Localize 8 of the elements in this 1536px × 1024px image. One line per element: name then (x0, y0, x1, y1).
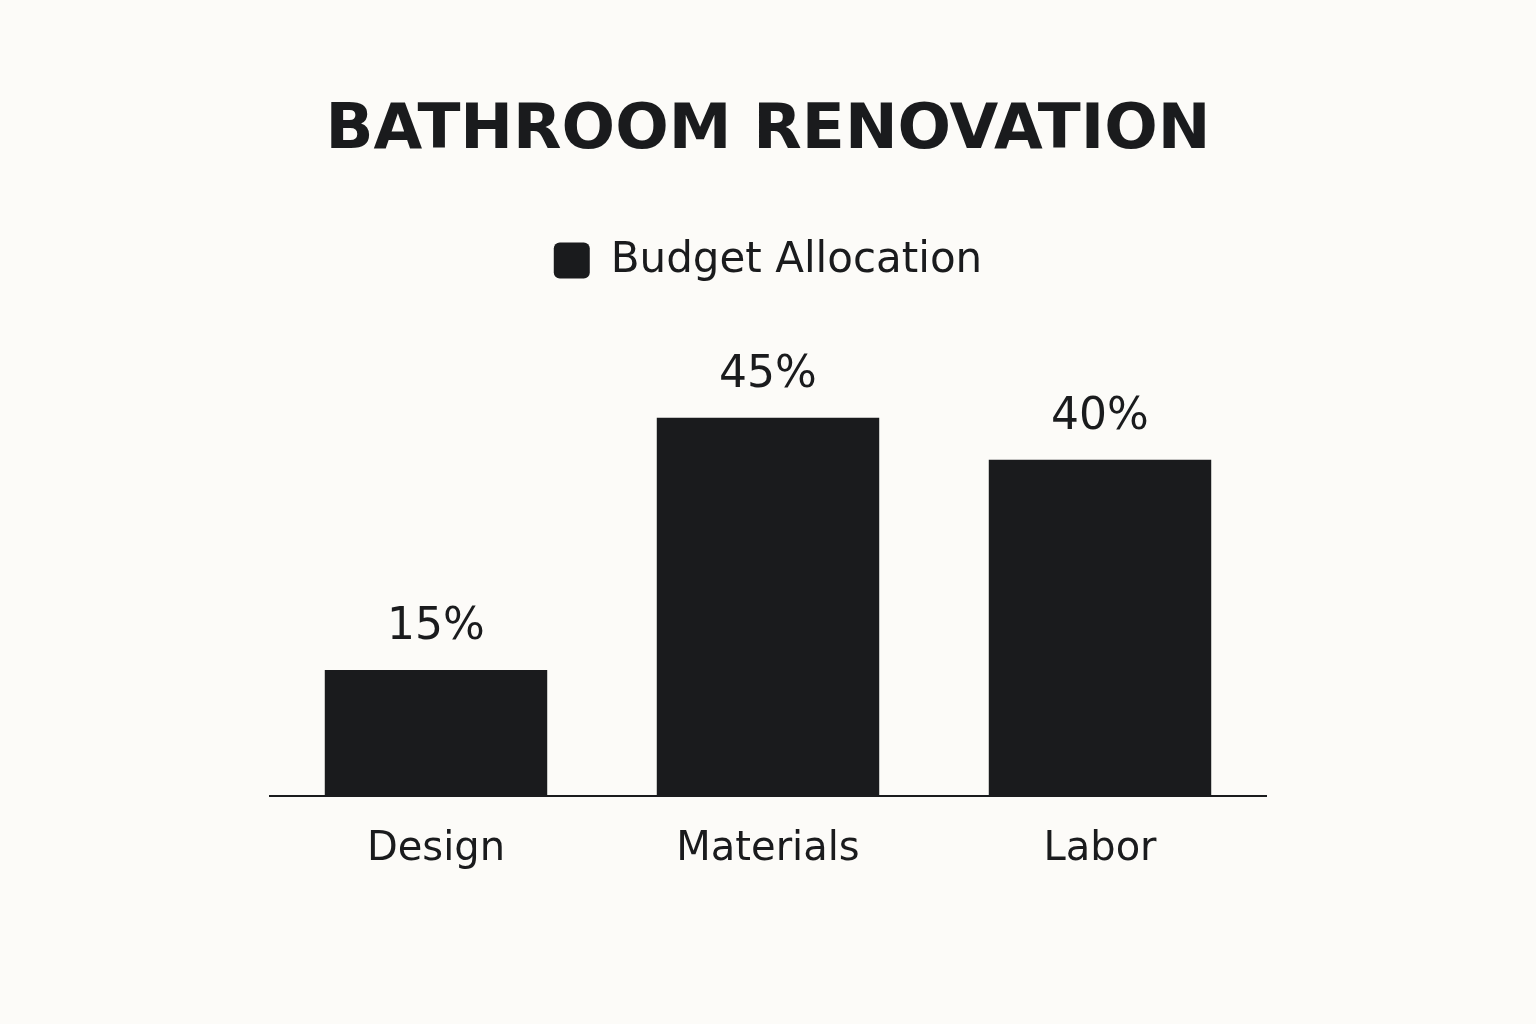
legend-label: Budget Allocation (610, 232, 983, 282)
x-tick-label: Materials (676, 823, 860, 870)
data-label: 15% (387, 598, 485, 650)
chart-title: BATHROOM RENOVATION (325, 90, 1211, 164)
data-label: 45% (719, 346, 817, 398)
x-tick-label: Design (366, 823, 506, 870)
x-tick-label: Labor (1043, 823, 1158, 870)
data-label: 40% (1051, 388, 1149, 440)
